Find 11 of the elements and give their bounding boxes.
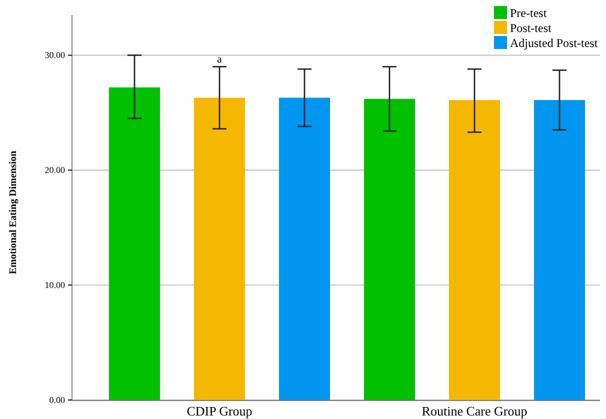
legend-label: Adjusted Post-test <box>510 36 598 50</box>
x-tick-label: CDIP Group <box>186 403 252 418</box>
y-tick-label: 10.00 <box>44 280 66 290</box>
legend-label: Post-test <box>510 21 552 35</box>
y-axis-title: Emotional Eating Dimension <box>8 150 19 274</box>
legend-label: Pre-test <box>510 6 548 20</box>
y-tick-label: 30.00 <box>44 50 66 60</box>
x-tick-label: Routine Care Group <box>422 403 528 418</box>
annotation: a <box>217 54 222 66</box>
y-tick-label: 20.00 <box>44 165 66 176</box>
y-tick-label: 0.00 <box>49 394 66 405</box>
